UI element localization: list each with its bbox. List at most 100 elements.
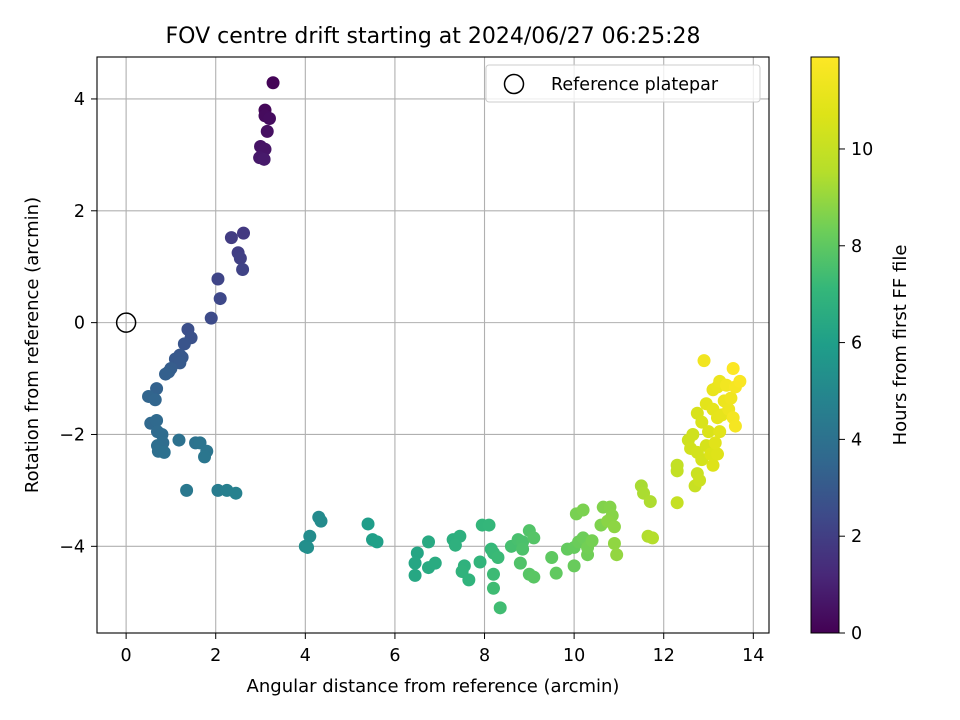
scatter-point — [693, 473, 707, 487]
scatter-point — [213, 292, 227, 306]
x-tick-label: 12 — [653, 646, 675, 666]
scatter-point — [370, 535, 384, 549]
x-axis-label: Angular distance from reference (arcmin) — [247, 676, 620, 697]
scatter-point — [260, 124, 274, 138]
y-tick-label: −4 — [59, 537, 85, 557]
scatter-point — [728, 419, 742, 433]
scatter-point — [607, 537, 621, 551]
x-tick-label: 2 — [210, 646, 221, 666]
scatter-point — [482, 518, 496, 532]
colorbar-gradient — [810, 56, 840, 634]
legend-entry-reference: Reference platepar — [551, 75, 719, 95]
scatter-point — [670, 496, 684, 510]
scatter-point — [646, 531, 660, 545]
y-axis-label: Rotation from reference (arcmin) — [22, 197, 43, 493]
scatter-point — [726, 361, 740, 375]
scatter-point — [204, 311, 218, 325]
scatter-point — [710, 447, 724, 461]
scatter-point — [513, 556, 527, 570]
scatter-point — [724, 391, 738, 405]
plot-frame — [96, 56, 770, 634]
y-tick-label: 4 — [74, 90, 85, 110]
scatter-point — [486, 567, 500, 581]
scatter-point — [233, 251, 247, 265]
scatter-point — [567, 559, 581, 573]
scatter-point — [686, 427, 700, 441]
x-tick-label: 8 — [479, 646, 490, 666]
scatter-point — [610, 548, 624, 562]
scatter-point — [527, 570, 541, 584]
y-axis-ticks: −4 −2 0 2 4 — [59, 90, 97, 557]
y-tick-label: −2 — [59, 425, 85, 445]
colorbar-label: Hours from first FF file — [890, 245, 911, 446]
scatter-point — [706, 458, 720, 472]
scatter-point — [159, 367, 173, 381]
scatter-point — [527, 531, 541, 545]
scatter-point — [422, 535, 436, 549]
colorbar-tick-label: 8 — [851, 237, 862, 257]
colorbar-tick-label: 6 — [851, 334, 862, 354]
scatter-point — [150, 413, 164, 427]
scatter-point — [549, 566, 563, 580]
scatter-point — [157, 445, 171, 459]
reference-platepar-marker — [115, 312, 137, 333]
scatter-point — [361, 517, 375, 531]
scatter-point — [486, 581, 500, 595]
scatter-point — [491, 551, 505, 565]
colorbar-tick-label: 0 — [851, 624, 862, 644]
scatter-point — [224, 231, 238, 245]
scatter-point — [301, 540, 315, 554]
x-axis-ticks: 0 2 4 6 8 10 12 14 — [121, 633, 764, 666]
scatter-point — [303, 529, 317, 543]
scatter-point — [643, 495, 657, 509]
scatter-point — [702, 425, 716, 439]
scatter-point — [262, 112, 276, 126]
scatter-point — [473, 555, 487, 569]
scatter-point — [236, 226, 250, 240]
legend: Reference platepar — [485, 64, 761, 103]
y-tick-label: 0 — [74, 314, 85, 334]
x-tick-label: 6 — [389, 646, 400, 666]
scatter-point — [211, 483, 225, 497]
scatter-point — [236, 263, 250, 277]
chart-title: FOV centre drift starting at 2024/06/27 … — [166, 24, 701, 49]
scatter-point — [408, 556, 422, 570]
scatter-point — [545, 551, 559, 565]
scatter-point — [607, 520, 621, 534]
scatter-point — [695, 415, 709, 429]
colorbar: 0 2 4 6 8 10 Hours from first FF file — [810, 56, 911, 644]
scatter-point — [172, 433, 186, 447]
colorbar-tick-label: 4 — [851, 430, 862, 450]
scatter-point — [576, 503, 590, 517]
scatter-point — [448, 538, 462, 552]
scatter-point — [229, 486, 243, 500]
scatter-point — [408, 568, 422, 582]
x-tick-label: 10 — [563, 646, 585, 666]
grid-lines — [97, 57, 769, 633]
scatter-point — [708, 436, 722, 450]
legend-reference-marker — [503, 73, 525, 95]
scatter-point — [733, 374, 747, 388]
scatter-point — [713, 425, 727, 439]
scatter-point — [410, 546, 424, 560]
x-tick-label: 0 — [121, 646, 132, 666]
x-tick-label: 14 — [742, 646, 764, 666]
scatter-point — [211, 272, 225, 286]
scatter-point — [428, 556, 442, 570]
reference-marker-group — [115, 312, 137, 333]
colorbar-tick-label: 10 — [851, 140, 873, 160]
scatter-point — [180, 483, 194, 497]
x-tick-label: 4 — [300, 646, 311, 666]
scatter-point — [150, 382, 164, 396]
colorbar-ticks: 0 2 4 6 8 10 — [839, 140, 873, 644]
legend-box — [485, 64, 761, 103]
scatter-point — [177, 337, 191, 351]
scatter-point — [516, 542, 530, 556]
scatter-point — [670, 464, 684, 478]
scatter-point — [257, 152, 271, 166]
scatter-point — [148, 393, 162, 407]
scatter-points — [142, 76, 747, 615]
scatter-point — [697, 354, 711, 368]
colorbar-tick-label: 2 — [851, 527, 862, 547]
